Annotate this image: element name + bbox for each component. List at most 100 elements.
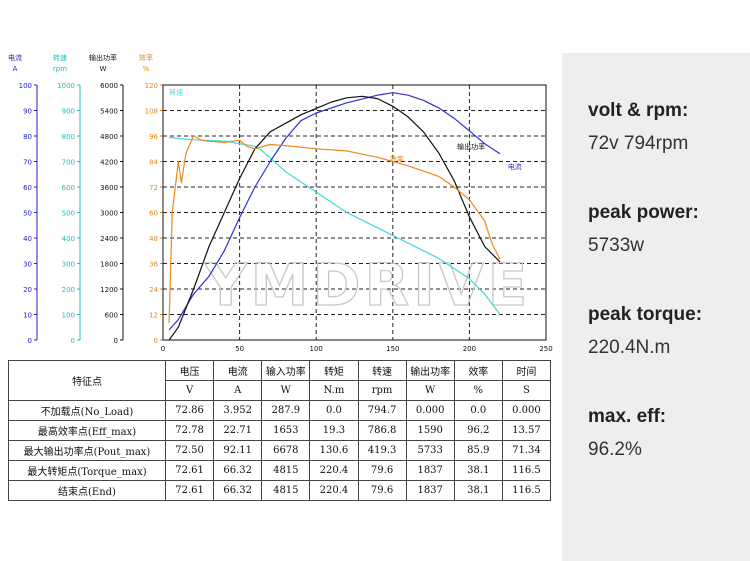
table-cell: 1590	[405, 420, 455, 441]
table-cell: 72.61	[164, 460, 215, 481]
x-tick-label: 200	[463, 345, 476, 353]
table-cell: 72.86	[164, 400, 215, 421]
characteristic-points-table-wrapper: 特征点 电压 电流 输入功率 转矩 转速 输出功率 效率 时间 V A W N.m rpm W% S 不加载点(…	[8, 360, 552, 501]
row-label: 最大输出功率点(Pout_max)	[8, 440, 166, 461]
y-tick-label: 0	[154, 337, 158, 345]
spec-label-peak-torque: peak torque:	[588, 304, 703, 325]
table-cell: 1653	[261, 420, 311, 441]
spec-label-max-eff: max. eff:	[588, 406, 667, 427]
table-cell: 22.71	[213, 420, 263, 441]
x-tick-label: 0	[161, 345, 165, 353]
y-tick-label: 120	[145, 82, 158, 90]
plot-grid: 0 50 100 150 200 250	[161, 84, 553, 353]
column-header-unit: N.m	[309, 380, 359, 401]
table-cell: 794.7	[357, 400, 407, 421]
table-cell: 79.6	[357, 460, 407, 481]
y-tick-label: 72	[149, 184, 158, 192]
table-cell: 220.4	[309, 460, 359, 481]
x-tick-label: 250	[539, 345, 552, 353]
y-tick-label: 0	[114, 337, 118, 345]
column-header-name: 输入功率	[261, 360, 311, 381]
column-header-name: 转矩	[309, 360, 359, 381]
column-header-unit: V	[164, 380, 215, 401]
column-header-name: 输出功率	[405, 360, 455, 381]
table-cell: 4815	[261, 460, 311, 481]
y-tick-label: 1000	[57, 82, 75, 90]
y-tick-label: 400	[62, 235, 75, 243]
column-header-name: 电压	[164, 360, 215, 381]
column-header-name: 时间	[501, 360, 552, 381]
table-cell: 38.1	[453, 480, 503, 501]
column-header-name: 电流	[213, 360, 263, 381]
series-line-0	[168, 92, 501, 331]
table-cell: 287.9	[261, 400, 311, 421]
table-cell: 38.1	[453, 460, 503, 481]
table-cell: 71.34	[501, 440, 552, 461]
y-tick-label: 6000	[100, 82, 118, 90]
table-cell: 19.3	[309, 420, 359, 441]
column-header-unit: S	[501, 380, 552, 401]
table-header-title: 特征点	[8, 360, 166, 401]
column-header-unit: rpm	[357, 380, 407, 401]
spec-value-peak-power: 5733w	[588, 235, 644, 256]
y-tick-label: 3600	[100, 184, 118, 192]
y-axis-unit: A	[13, 65, 18, 73]
column-header-name: 效率	[453, 360, 503, 381]
y-tick-label: 4200	[100, 159, 118, 167]
table-cell: 3.952	[213, 400, 263, 421]
watermark-text: YMDRIVE	[204, 251, 532, 319]
spec-summary-panel: volt & rpm: 72v 794rpm peak power: 5733w…	[562, 53, 750, 561]
column-header-unit: W	[261, 380, 311, 401]
table-cell: 419.3	[357, 440, 407, 461]
row-label: 最高效率点(Eff_max)	[8, 420, 166, 441]
y-tick-label: 5400	[100, 108, 118, 116]
y-tick-label: 900	[62, 108, 75, 116]
table-row: 最大转矩点(Torque_max) 72.61 66.32 4815 220.4 79.6…	[8, 460, 552, 481]
y-tick-label: 60	[23, 184, 32, 192]
y-tick-label: 30	[23, 261, 32, 269]
y-axis-title: 电流	[8, 53, 22, 62]
y-axis-unit: %	[143, 65, 150, 73]
plot-frame	[162, 84, 547, 341]
column-header-unit: W	[405, 380, 455, 401]
table-row: 不加载点(No_Load) 72.86 3.952 287.9 0.0 794.7 0.00…	[8, 400, 552, 421]
y-tick-label: 100	[62, 312, 75, 320]
y-tick-label: 0	[28, 337, 32, 345]
y-axis-title: 转速	[53, 53, 67, 62]
y-tick-label: 40	[23, 235, 32, 243]
y-tick-label: 200	[62, 286, 75, 294]
y-tick-label: 1800	[100, 261, 118, 269]
y-tick-label: 12	[149, 312, 158, 320]
y-axis-unit: W	[100, 65, 107, 73]
spec-value-max-eff: 96.2%	[588, 439, 642, 460]
series-label: 转速	[169, 88, 183, 97]
table-cell: 116.5	[501, 460, 552, 481]
series-label: 输出功率	[457, 142, 485, 151]
x-tick-label: 50	[235, 345, 244, 353]
y-tick-label: 84	[149, 159, 158, 167]
y-tick-label: 36	[149, 261, 158, 269]
table-cell: 66.32	[213, 480, 263, 501]
table-cell: 66.32	[213, 460, 263, 481]
y-tick-label: 90	[23, 108, 32, 116]
y-tick-label: 800	[62, 133, 75, 141]
y-tick-label: 4800	[100, 133, 118, 141]
series-label: 效率	[390, 155, 404, 164]
series-line-2	[168, 95, 501, 341]
table-cell: 72.78	[164, 420, 215, 441]
column-header-unit: A	[213, 380, 263, 401]
x-tick-label: 150	[386, 345, 399, 353]
series-label: 电流	[508, 162, 522, 171]
spec-label-volt-rpm: volt & rpm:	[588, 100, 689, 121]
y-tick-label: 2400	[100, 235, 118, 243]
y-tick-label: 20	[23, 286, 32, 294]
table-cell: 0.0	[309, 400, 359, 421]
y-tick-label: 80	[23, 133, 32, 141]
y-axis-title: 输出功率	[89, 53, 117, 62]
y-axes-group: 电流 A 0 10 20 30 40 50 60 70 80 90 100 转速 rpm 0 100 200 300…	[8, 53, 164, 345]
table-cell: 79.6	[357, 480, 407, 501]
y-tick-label: 700	[62, 159, 75, 167]
y-tick-label: 500	[62, 210, 75, 218]
table-cell: 13.57	[501, 420, 552, 441]
performance-chart: 电流 A 0 10 20 30 40 50 60 70 80 90 100 转速 rpm 0 100 200 300…	[8, 53, 553, 353]
